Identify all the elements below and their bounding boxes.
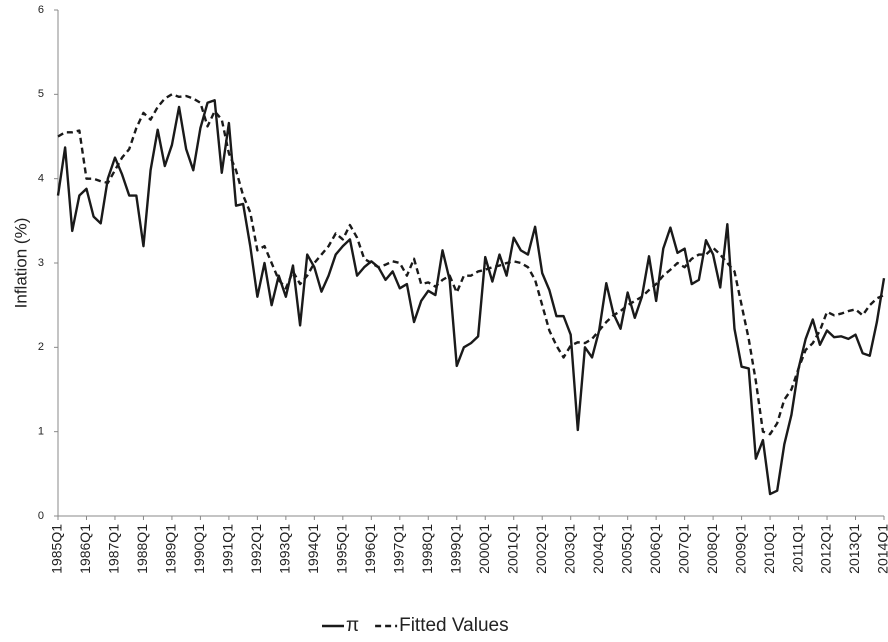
x-tick-label: 1987Q1 (106, 524, 122, 574)
x-tick-label: 2013Q1 (846, 524, 862, 574)
x-tick-label: 2009Q1 (732, 524, 748, 574)
x-tick-label: 1997Q1 (390, 524, 406, 574)
x-tick-label: 1985Q1 (49, 524, 65, 574)
x-tick-label: 2011Q1 (789, 524, 805, 573)
x-tick-label: 2010Q1 (761, 524, 777, 574)
x-tick-label: 2008Q1 (704, 524, 720, 574)
x-tick-label: 2012Q1 (818, 524, 834, 574)
x-tick-label: 1991Q1 (220, 524, 236, 574)
x-tick-label: 2004Q1 (590, 524, 606, 574)
y-tick-label: 3 (38, 257, 44, 269)
y-tick-label: 5 (38, 88, 44, 100)
x-tick-label: 1999Q1 (447, 524, 463, 574)
x-tick-label: 2006Q1 (647, 524, 663, 574)
x-tick-label: 1993Q1 (277, 524, 293, 574)
x-tick-label: 1996Q1 (362, 524, 378, 574)
x-tick-label: 2002Q1 (533, 524, 549, 574)
y-tick-label: 1 (38, 426, 44, 438)
y-axis-label: Inflation (%) (11, 218, 30, 309)
x-tick-label: 1988Q1 (134, 524, 150, 574)
x-tick-label: 1986Q1 (77, 524, 93, 574)
y-tick-label: 0 (38, 510, 44, 522)
series-line (56, 99, 886, 496)
series-line (57, 93, 885, 436)
x-tick-label: 1989Q1 (163, 524, 179, 574)
x-tick-label: 2000Q1 (476, 524, 492, 574)
x-tick-label: 1990Q1 (191, 524, 207, 574)
y-tick-label: 4 (38, 173, 44, 185)
x-tick-label: 1992Q1 (248, 524, 264, 574)
legend-label: π (346, 615, 359, 636)
y-tick-label: 2 (38, 341, 44, 353)
x-tick-label: 2003Q1 (561, 524, 577, 574)
x-tick-label: 1998Q1 (419, 524, 435, 574)
x-tick-label: 2014Q1 (875, 524, 888, 574)
y-tick-label: 6 (38, 4, 44, 16)
x-tick-label: 1995Q1 (334, 524, 350, 574)
x-tick-label: 2007Q1 (675, 524, 691, 574)
x-tick-label: 1994Q1 (305, 524, 321, 574)
legend-label: Fitted Values (399, 615, 508, 636)
x-tick-label: 2001Q1 (504, 524, 520, 574)
x-tick-label: 2005Q1 (618, 524, 634, 574)
